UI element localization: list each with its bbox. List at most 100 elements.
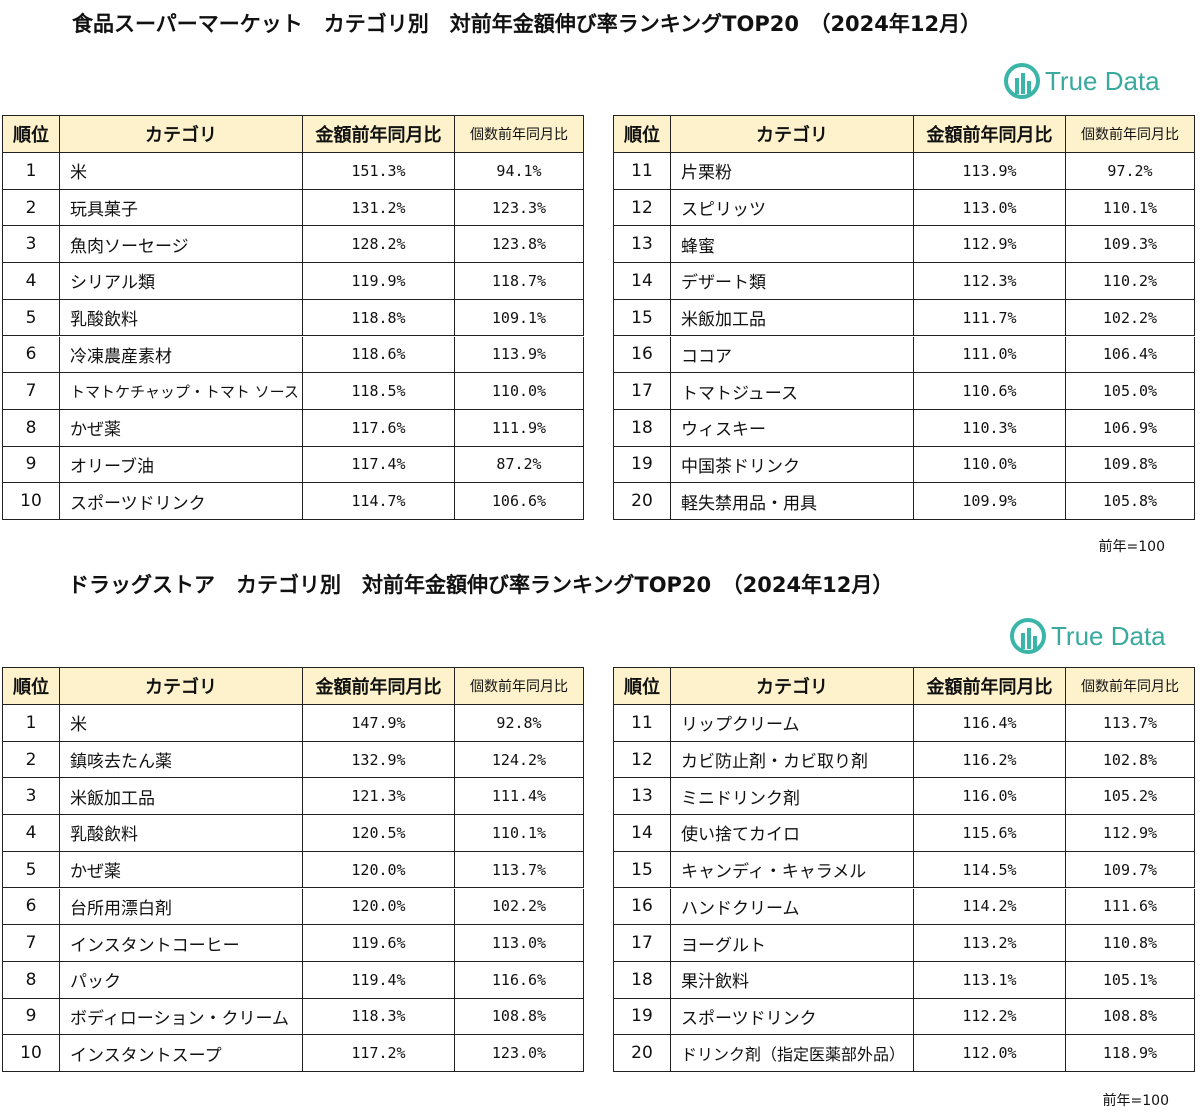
value-cell: 132.9% bbox=[303, 741, 455, 779]
value-cell: 112.9% bbox=[1066, 815, 1195, 852]
value-cell: 111.9% bbox=[455, 409, 584, 447]
value-cell: 121.3% bbox=[303, 778, 455, 816]
value-cell: 109.3% bbox=[1066, 226, 1195, 264]
header-cell: 個数前年同月比 bbox=[455, 668, 584, 705]
value-cell: 102.8% bbox=[1066, 741, 1195, 779]
rank-cell: 1 bbox=[3, 705, 60, 742]
value-cell: 123.0% bbox=[455, 1035, 584, 1072]
rank-cell: 10 bbox=[3, 1035, 60, 1072]
category-cell: 使い捨てカイロ bbox=[671, 815, 914, 852]
value-cell: 112.2% bbox=[914, 998, 1066, 1036]
category-cell: 冷凍農産素材 bbox=[60, 336, 303, 374]
value-cell: 120.5% bbox=[303, 815, 455, 852]
rank-cell: 3 bbox=[3, 778, 60, 816]
logo: True Data bbox=[1009, 617, 1166, 655]
value-cell: 112.9% bbox=[914, 226, 1066, 264]
category-cell: ボディローション・クリーム bbox=[60, 998, 303, 1036]
value-cell: 113.7% bbox=[455, 851, 584, 889]
category-cell: スポーツドリンク bbox=[60, 483, 303, 520]
category-cell: 米 bbox=[60, 153, 303, 190]
category-cell: かぜ薬 bbox=[60, 409, 303, 447]
value-cell: 94.1% bbox=[455, 153, 584, 190]
rank-cell: 1 bbox=[3, 153, 60, 190]
value-cell: 110.6% bbox=[914, 373, 1066, 410]
logo-icon bbox=[1010, 618, 1046, 654]
logo: True Data bbox=[1003, 62, 1160, 100]
rank-cell: 17 bbox=[614, 925, 671, 962]
rank-cell: 6 bbox=[3, 888, 60, 926]
logo-text: True Data bbox=[1045, 65, 1160, 96]
value-cell: 123.3% bbox=[455, 189, 584, 227]
value-cell: 117.2% bbox=[303, 1035, 455, 1072]
rank-cell: 15 bbox=[614, 851, 671, 889]
value-cell: 114.2% bbox=[914, 888, 1066, 926]
value-cell: 117.6% bbox=[303, 409, 455, 447]
value-cell: 116.0% bbox=[914, 778, 1066, 816]
value-cell: 110.3% bbox=[914, 409, 1066, 447]
value-cell: 116.6% bbox=[455, 961, 584, 999]
value-cell: 123.8% bbox=[455, 226, 584, 264]
value-cell: 113.0% bbox=[914, 189, 1066, 227]
value-cell: 117.4% bbox=[303, 446, 455, 484]
category-cell: 中国茶ドリンク bbox=[671, 446, 914, 484]
value-cell: 112.3% bbox=[914, 263, 1066, 300]
category-cell: リップクリーム bbox=[671, 705, 914, 742]
header-cell: 金額前年同月比 bbox=[303, 116, 455, 153]
rank-cell: 2 bbox=[3, 741, 60, 779]
value-cell: 111.6% bbox=[1066, 888, 1195, 926]
header-cell: 順位 bbox=[3, 668, 60, 705]
rank-cell: 8 bbox=[3, 961, 60, 999]
value-cell: 108.8% bbox=[1066, 998, 1195, 1036]
category-cell: トマトジュース bbox=[671, 373, 914, 410]
value-cell: 119.9% bbox=[303, 263, 455, 300]
note: 前年=100 bbox=[1098, 539, 1165, 555]
value-cell: 131.2% bbox=[303, 189, 455, 227]
value-cell: 105.1% bbox=[1066, 961, 1195, 999]
category-cell: かぜ薬 bbox=[60, 851, 303, 889]
category-cell: カビ防止剤・カビ取り剤 bbox=[671, 741, 914, 779]
header-cell: カテゴリ bbox=[60, 116, 303, 153]
header-cell: 個数前年同月比 bbox=[455, 116, 584, 153]
category-cell: ミニドリンク剤 bbox=[671, 778, 914, 816]
category-cell: 軽失禁用品・用具 bbox=[671, 483, 914, 520]
header-cell: 金額前年同月比 bbox=[303, 668, 455, 705]
value-cell: 109.9% bbox=[914, 483, 1066, 520]
rank-cell: 4 bbox=[3, 815, 60, 852]
value-cell: 87.2% bbox=[455, 446, 584, 484]
category-cell: 魚肉ソーセージ bbox=[60, 226, 303, 264]
value-cell: 113.9% bbox=[455, 336, 584, 374]
value-cell: 106.9% bbox=[1066, 409, 1195, 447]
category-cell: 玩具菓子 bbox=[60, 189, 303, 227]
value-cell: 108.8% bbox=[455, 998, 584, 1036]
category-cell: オリーブ油 bbox=[60, 446, 303, 484]
value-cell: 110.2% bbox=[1066, 263, 1195, 300]
value-cell: 105.8% bbox=[1066, 483, 1195, 520]
value-cell: 105.2% bbox=[1066, 778, 1195, 816]
value-cell: 116.4% bbox=[914, 705, 1066, 742]
value-cell: 128.2% bbox=[303, 226, 455, 264]
rank-cell: 11 bbox=[614, 705, 671, 742]
value-cell: 116.2% bbox=[914, 741, 1066, 779]
rank-cell: 4 bbox=[3, 263, 60, 300]
value-cell: 113.1% bbox=[914, 961, 1066, 999]
rank-cell: 5 bbox=[3, 851, 60, 889]
rank-cell: 19 bbox=[614, 998, 671, 1036]
value-cell: 97.2% bbox=[1066, 153, 1195, 190]
rank-cell: 3 bbox=[3, 226, 60, 264]
rank-cell: 7 bbox=[3, 925, 60, 962]
value-cell: 102.2% bbox=[455, 888, 584, 926]
table: 順位 カテゴリ 金額前年同月比 個数前年同月比 11 リップクリーム 116.4% 113.7… bbox=[613, 667, 1195, 1072]
header-cell: 順位 bbox=[614, 668, 671, 705]
value-cell: 119.4% bbox=[303, 961, 455, 999]
value-cell: 102.2% bbox=[1066, 299, 1195, 337]
table: 順位 カテゴリ 金額前年同月比 個数前年同月比 1 米 151.3% 94.1% 2 玩具菓子 13… bbox=[2, 115, 584, 520]
rank-cell: 18 bbox=[614, 961, 671, 999]
category-cell: 米 bbox=[60, 705, 303, 742]
value-cell: 113.7% bbox=[1066, 705, 1195, 742]
value-cell: 109.7% bbox=[1066, 851, 1195, 889]
category-cell: 米飯加工品 bbox=[671, 299, 914, 337]
section-title: ドラッグストア カテゴリ別 対前年金額伸び率ランキングTOP20 （2024年1… bbox=[68, 573, 894, 597]
logo-icon bbox=[1004, 63, 1040, 99]
rank-cell: 14 bbox=[614, 815, 671, 852]
header-cell: 金額前年同月比 bbox=[914, 668, 1066, 705]
